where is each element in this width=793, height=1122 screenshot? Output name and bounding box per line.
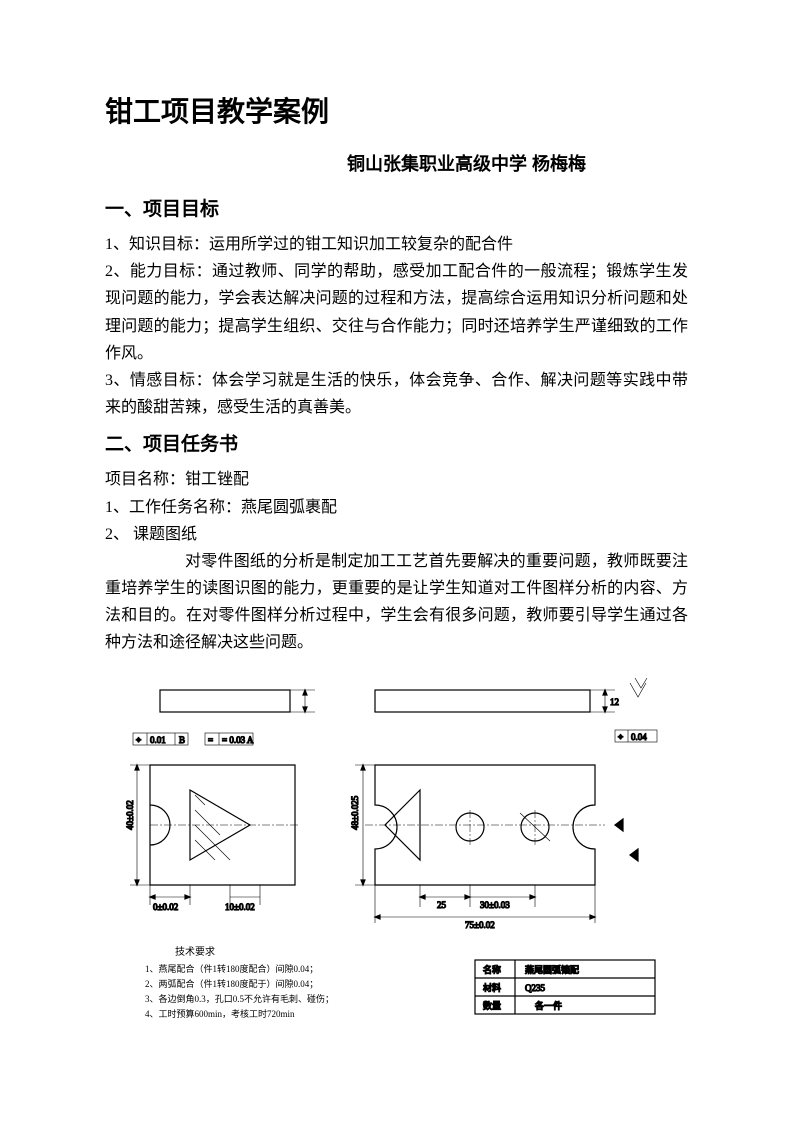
- section2-line2: 1、工作任务名称：燕尾圆弧裹配: [105, 494, 688, 521]
- svg-text:材料: 材料: [483, 982, 501, 993]
- svg-text:=: =: [208, 735, 213, 745]
- svg-text:B: B: [179, 735, 185, 745]
- section2-paragraph: 对零件图纸的分析是制定加工工艺首先要解决的重要问题，教师既要注重培养学生的读图识…: [105, 548, 688, 657]
- svg-text:48±0.025: 48±0.025: [350, 795, 360, 830]
- dim-tol-left: ⌖: [136, 735, 141, 745]
- svg-text:75±0.02: 75±0.02: [465, 920, 495, 930]
- svg-text:25: 25: [437, 900, 447, 910]
- techreq-4: 4、工时预算600min，考核工时720min: [145, 1008, 295, 1019]
- section1-heading: 一、项目目标: [105, 194, 688, 221]
- svg-text:40±0.02: 40±0.02: [125, 800, 135, 830]
- techreq-2: 2、两弧配合（件1转180度配于）间隙0.04；: [145, 978, 318, 989]
- section2-line1: 项目名称：钳工锉配: [105, 466, 688, 493]
- svg-text:数量: 数量: [483, 1000, 501, 1011]
- techreq-3: 3、各边倒角0.3，孔口0.5不允许有毛刺、碰伤；: [145, 993, 334, 1004]
- section2-line3: 2、 课题图纸: [105, 521, 688, 548]
- technical-drawing: ⌖ 0.01 B = = 0.03 A: [105, 675, 675, 1025]
- section1-item2: 2、能力目标：通过教师、同学的帮助，感受加工配合件的一般流程；锻炼学生发现问题的…: [105, 258, 688, 367]
- svg-text:Q235: Q235: [525, 983, 545, 993]
- svg-text:10±0.02: 10±0.02: [225, 902, 255, 912]
- svg-text:30±0.03: 30±0.03: [480, 900, 510, 910]
- section1-item3: 3、情感目标：体会学习就是生活的快乐，体会竞争、合作、解决问题等实践中带来的酸甜…: [105, 367, 688, 421]
- page-title: 钳工项目教学案例: [105, 90, 688, 130]
- svg-text:0±0.02: 0±0.02: [153, 902, 178, 912]
- svg-text:= 0.03 A: = 0.03 A: [222, 735, 254, 745]
- techreq-1: 1、燕尾配合（件1转180度配合）间隙0.04；: [145, 963, 318, 974]
- svg-text:0.01: 0.01: [150, 735, 166, 745]
- section1-body: 1、知识目标：运用所学过的钳工知识加工较复杂的配合件 2、能力目标：通过教师、同…: [105, 231, 688, 421]
- section2-heading: 二、项目任务书: [105, 429, 688, 456]
- page-subtitle: 铜山张集职业高级中学 杨梅梅: [245, 150, 688, 176]
- svg-text:燕尾圆弧镶配: 燕尾圆弧镶配: [525, 964, 579, 975]
- svg-text:0.04: 0.04: [631, 732, 647, 742]
- techreq-heading: 技术要求: [175, 945, 215, 958]
- svg-text:名称: 名称: [483, 964, 501, 975]
- title-block: 名称 燕尾圆弧镶配 材料 Q235 数量 各一件: [475, 960, 655, 1014]
- svg-text:各一件: 各一件: [535, 1000, 562, 1011]
- section1-item1: 1、知识目标：运用所学过的钳工知识加工较复杂的配合件: [105, 231, 688, 258]
- section2-body: 项目名称：钳工锉配 1、工作任务名称：燕尾圆弧裹配 2、 课题图纸 对零件图纸的…: [105, 466, 688, 656]
- svg-text:⌖: ⌖: [618, 732, 623, 742]
- svg-text:12: 12: [610, 697, 619, 707]
